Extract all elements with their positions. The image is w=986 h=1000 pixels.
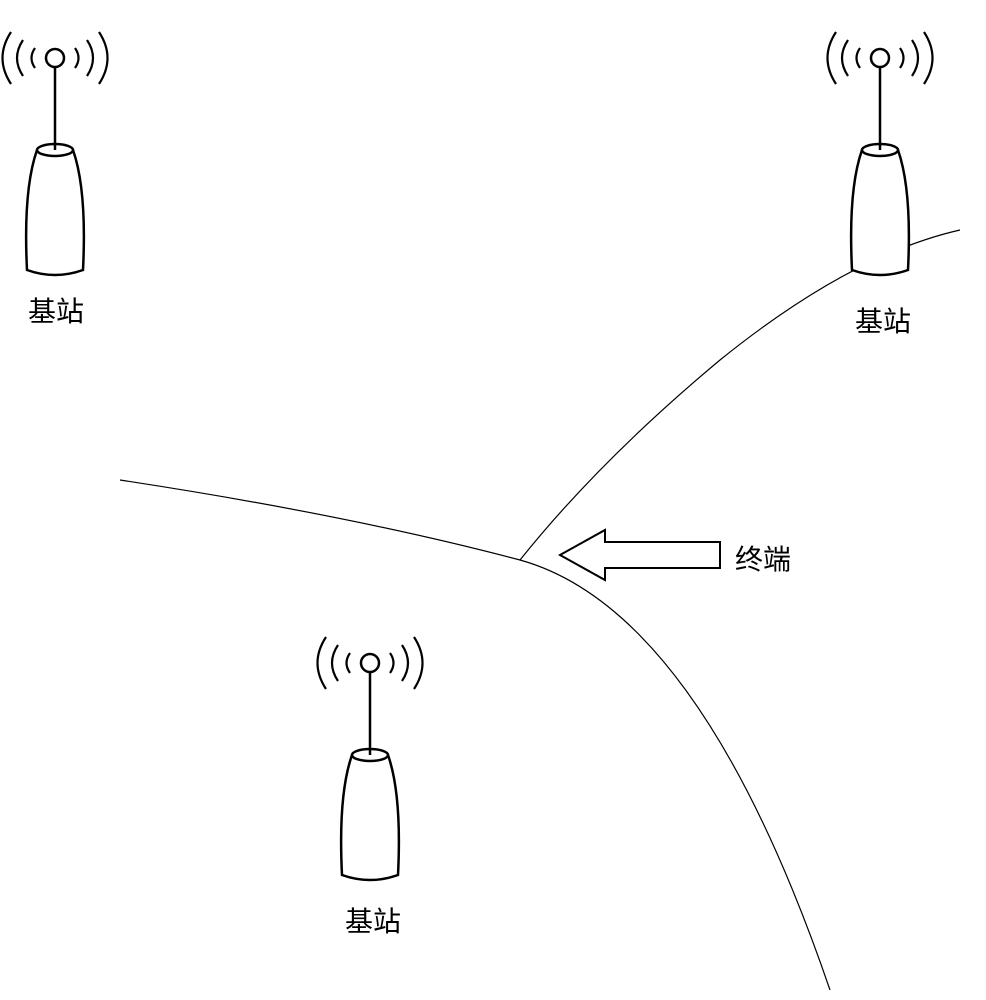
base-station-top-left xyxy=(3,32,108,275)
diagram-canvas xyxy=(0,0,986,1000)
terminal-label: 终端 xyxy=(735,538,791,578)
cell-boundaries xyxy=(120,230,960,990)
station-label-top-left: 基站 xyxy=(28,290,84,330)
boundary-curve-2 xyxy=(520,230,960,560)
base-station-top-right xyxy=(828,32,933,275)
base-station-bottom xyxy=(318,637,423,880)
station-label-bottom: 基站 xyxy=(345,900,401,940)
terminal-arrow xyxy=(560,530,720,580)
boundary-curve-1 xyxy=(120,480,830,990)
station-label-top-right: 基站 xyxy=(855,300,911,340)
